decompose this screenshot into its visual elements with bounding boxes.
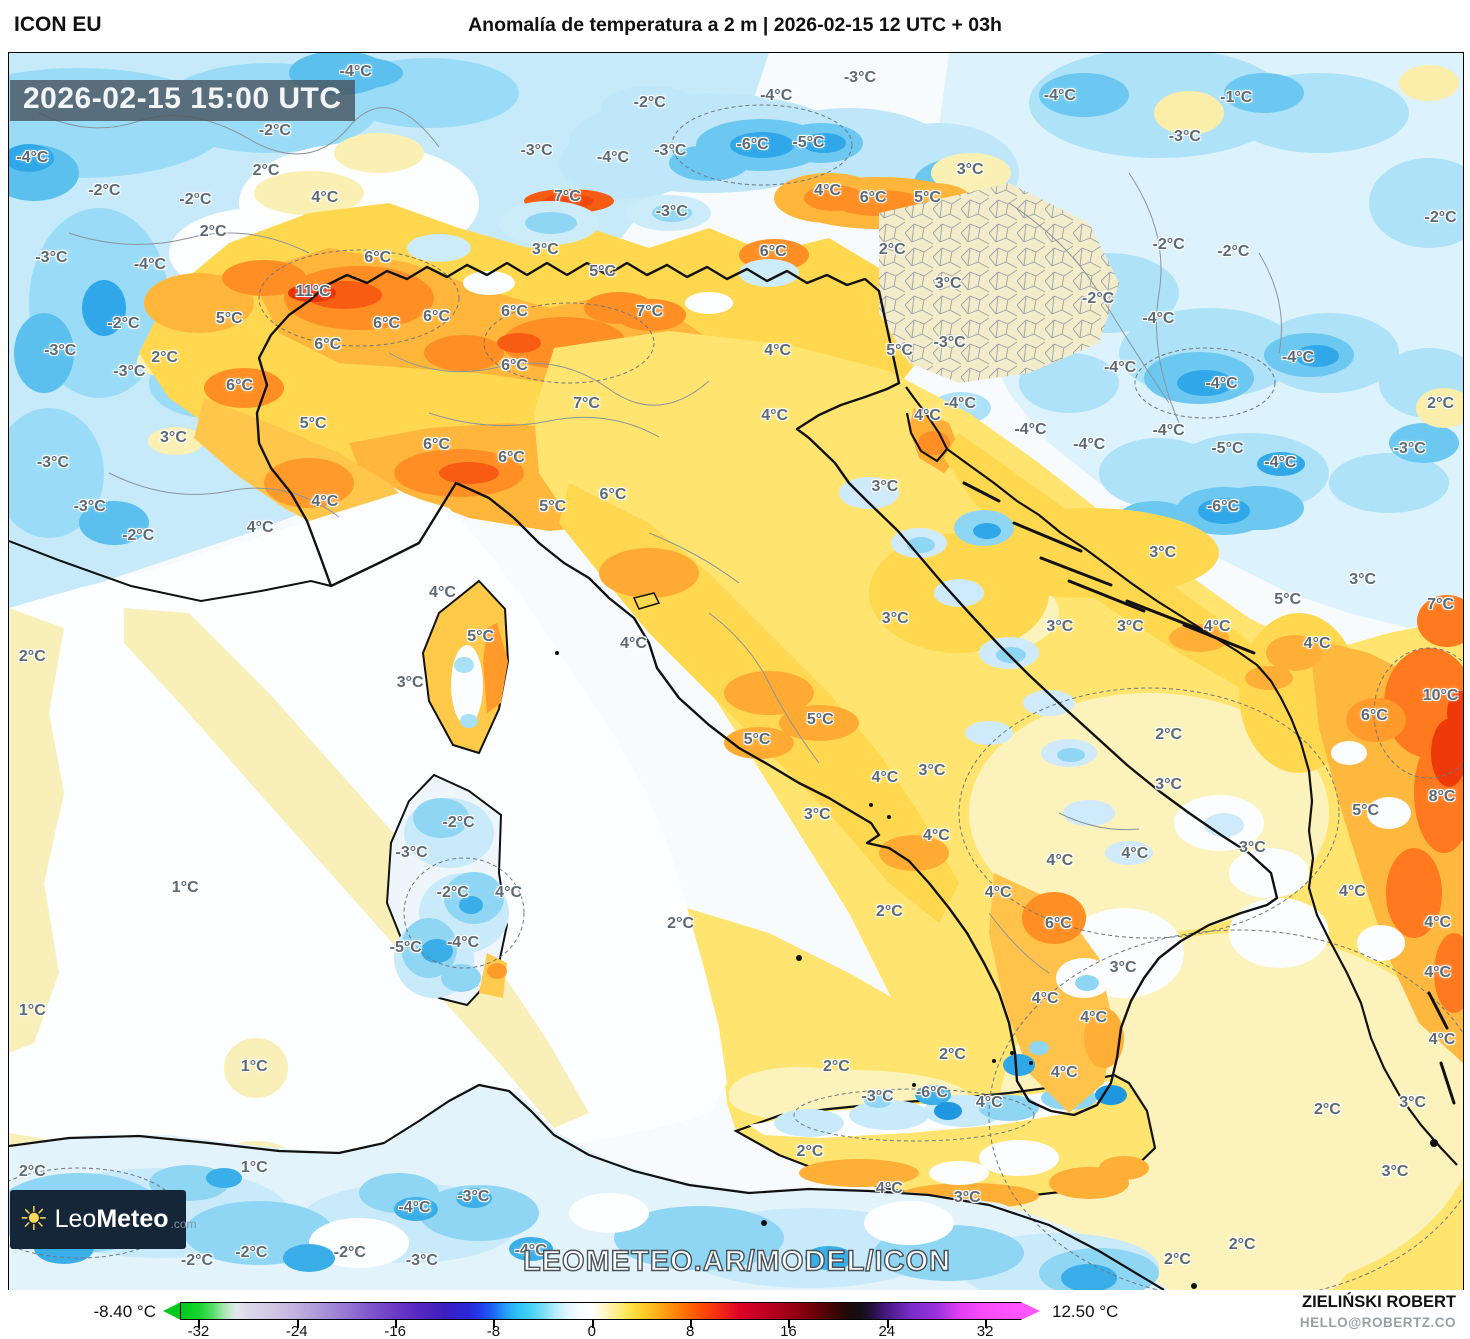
colorbar-max-label: 12.50 °C [1052,1302,1119,1321]
colorbar-gradient [180,1302,1022,1320]
credit-contact: HELLO@ROBERTZ.CO [1299,1315,1456,1330]
map-canvas [9,53,1463,1290]
colorbar-tick-label: 0 [587,1323,596,1339]
colorbar-tick-label: 32 [976,1323,994,1339]
watermark: LEOMETEO.AR/MODEL/ICON [522,1245,951,1278]
anomaly-map [8,52,1464,1291]
header-bar: ICON EU Anomalía de temperatura a 2 m | … [0,0,1470,52]
model-name: ICON EU [14,13,102,36]
logo-text-tld: .com [170,1217,197,1231]
colorbar-tick [886,1320,889,1328]
colorbar-tick [493,1320,496,1328]
logo-text-prefix: Leo [54,1205,97,1233]
colorbar-tick-label: -24 [285,1323,308,1339]
colorbar-tick-label: 16 [780,1323,797,1339]
page-title: Anomalía de temperatura a 2 m | 2026-02-… [468,14,1002,36]
colorbar-strip: -8.40 °C 12.50 °C ZIELIŃSKI ROBERT HELLO… [0,1290,1470,1339]
colorbar-tick [985,1320,988,1328]
colorbar-tick-label: 24 [878,1323,896,1339]
colorbar-tick [690,1320,693,1328]
credit-author: ZIELIŃSKI ROBERT [1301,1293,1456,1311]
timestamp-overlay: 2026-02-15 15:00 UTC [10,80,355,121]
colorbar-tick [296,1320,299,1328]
colorbar-right-arrow [1021,1302,1040,1320]
colorbar-tick [198,1320,201,1328]
colorbar-tick [788,1320,791,1328]
colorbar-tick-label: 8 [685,1323,695,1339]
colorbar-tick [395,1320,398,1328]
colorbar-tick-label: -16 [384,1323,406,1339]
colorbar-tick-label: -8 [486,1323,501,1339]
colorbar-tick-label: -32 [187,1323,210,1339]
logo-text-bold: Meteo [96,1205,169,1233]
leometeo-logo: ☀ Leo Meteo .com [10,1190,197,1249]
sun-icon: ☀ [19,1200,49,1237]
colorbar-min-label: -8.40 °C [93,1302,156,1321]
colorbar-left-arrow [163,1302,181,1320]
colorbar-tick [591,1320,594,1328]
